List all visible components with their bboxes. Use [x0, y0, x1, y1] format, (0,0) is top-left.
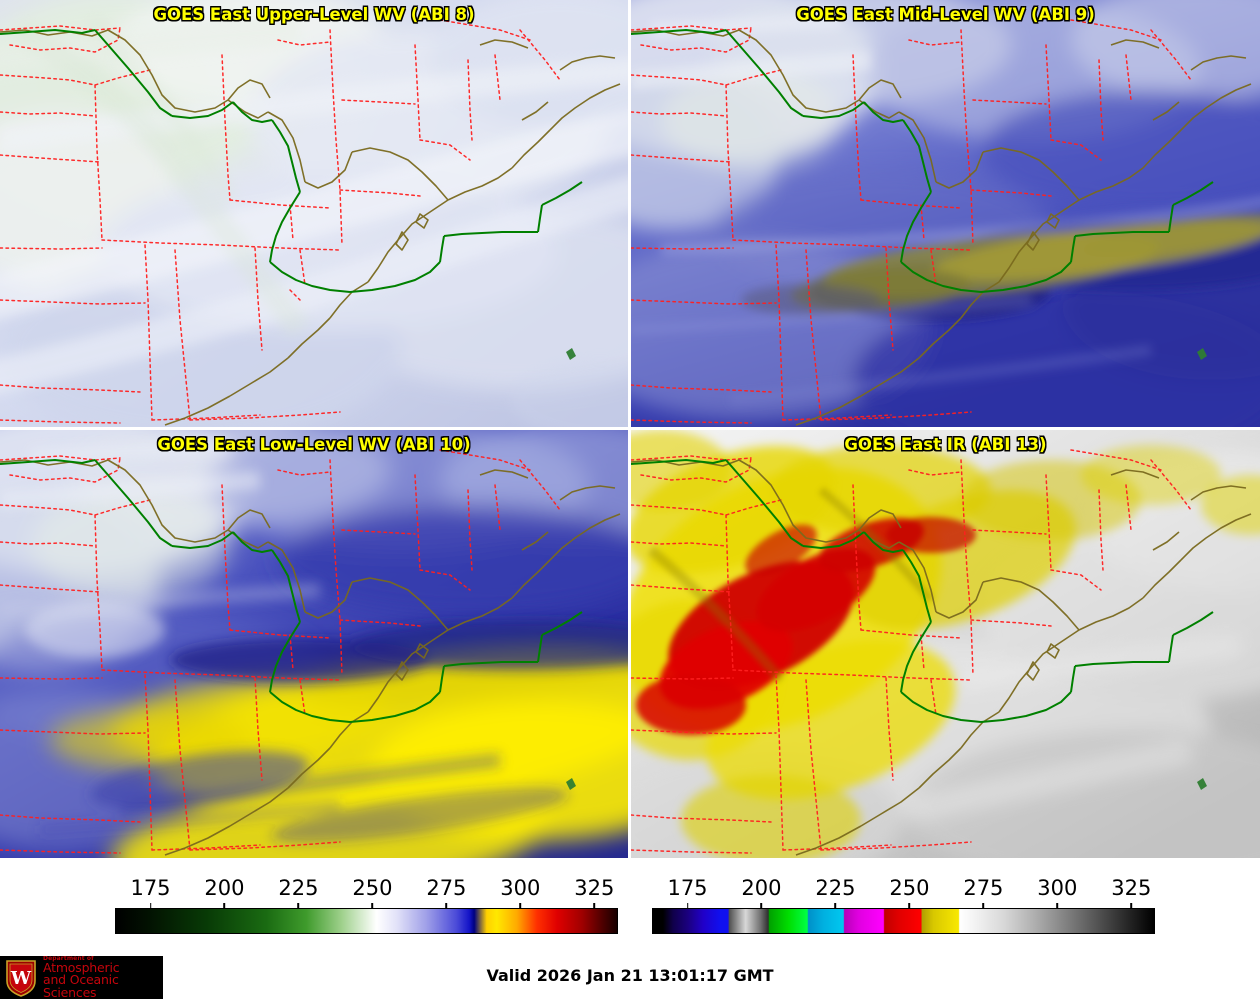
colorbar-wv-tick-label: 225 [278, 876, 319, 900]
colorbar-ir-tick-label: 225 [815, 876, 856, 900]
colorbar-ir-tick-label: 250 [889, 876, 930, 900]
satellite-imagery-abi8 [0, 0, 628, 427]
colorbar-wv-tick-label: 325 [574, 876, 615, 900]
satellite-imagery-abi10 [0, 430, 628, 858]
colorbar-wv-tick-mark [445, 903, 448, 911]
colorbar-wv-tick-mark [371, 903, 374, 911]
colorbar-wv-tick-mark [593, 903, 596, 911]
geography-overlay-abi13 [631, 449, 1252, 856]
geography-overlay-abi10 [0, 449, 621, 856]
colorbar-wv-tick-label: 250 [352, 876, 393, 900]
geography-overlay-abi8 [0, 19, 621, 426]
colorbar-ir-tick-mark [982, 903, 985, 911]
colorbar-ir-tick-label: 325 [1111, 876, 1152, 900]
colorbar-wv-tick-mark [519, 903, 522, 911]
colorbar-area: 175 200 225 250 275 300 325 175 200 225 250 275 300… [0, 858, 1260, 948]
colorbar-ir-tick-mark [686, 903, 689, 911]
geography-overlay-abi9 [631, 19, 1252, 426]
colorbar-ir-tick-mark [908, 903, 911, 911]
panel-abi10-low-level-wv[interactable]: GOES East Low-Level WV (ABI 10) [0, 430, 628, 858]
panel-abi13-ir[interactable]: GOES East IR (ABI 13) [631, 430, 1260, 858]
panel-abi9-mid-level-wv[interactable]: GOES East Mid-Level WV (ABI 9) [631, 0, 1260, 427]
satellite-imagery-abi13 [631, 430, 1260, 858]
colorbar-infrared: 175 200 225 250 275 300 325 [652, 858, 1155, 948]
logo-department-line: Department of [43, 956, 94, 962]
logo-line-2: and Oceanic Sciences [43, 972, 119, 999]
colorbar-wv-tick-label: 275 [426, 876, 467, 900]
valid-time-label: Valid 2026 Jan 21 13:01:17 GMT [486, 966, 774, 985]
colorbar-wv-tick-label: 200 [204, 876, 245, 900]
colorbar-ir-tick-mark [760, 903, 763, 911]
colorbar-ir-tick-label: 200 [741, 876, 782, 900]
colorbar-wv-tick-label: 175 [130, 876, 171, 900]
colorbar-ir-tick-label: 300 [1037, 876, 1078, 900]
colorbar-wv-tick-mark [297, 903, 300, 911]
satellite-panel-grid: GOES East Upper-Level WV (ABI 8) [0, 0, 1260, 858]
colorbar-ir-tick-labels: 175 200 225 250 275 300 325 [652, 876, 1155, 906]
colorbar-wv-tick-mark [223, 903, 226, 911]
panel-abi8-upper-level-wv[interactable]: GOES East Upper-Level WV (ABI 8) [0, 0, 628, 427]
colorbar-ir-tick-mark [1130, 903, 1133, 911]
colorbar-wv-tick-labels: 175 200 225 250 275 300 325 [115, 876, 618, 906]
colorbar-ir-tick-mark [834, 903, 837, 911]
logo-text-block: Department of Atmospheric and Oceanic Sc… [43, 956, 163, 999]
footer: W Department of Atmospheric and Oceanic … [0, 948, 1260, 999]
satellite-imagery-abi9 [631, 0, 1260, 427]
uw-aos-logo: W Department of Atmospheric and Oceanic … [0, 956, 163, 999]
colorbar-ir-tick-mark [1056, 903, 1059, 911]
colorbar-wv-tick-label: 300 [500, 876, 541, 900]
colorbar-ir-tick-label: 275 [963, 876, 1004, 900]
uw-crest-icon: W [6, 959, 36, 997]
colorbar-wv-ticks [115, 903, 618, 911]
colorbar-ir-ticks [652, 903, 1155, 911]
colorbar-water-vapor: 175 200 225 250 275 300 325 [115, 858, 618, 948]
crest-letter: W [10, 968, 32, 989]
colorbar-wv-gradient [115, 908, 618, 934]
colorbar-ir-tick-label: 175 [667, 876, 708, 900]
colorbar-ir-gradient [652, 908, 1155, 934]
colorbar-wv-tick-mark [149, 903, 152, 911]
logo-line-1: Atmospheric [43, 959, 120, 975]
